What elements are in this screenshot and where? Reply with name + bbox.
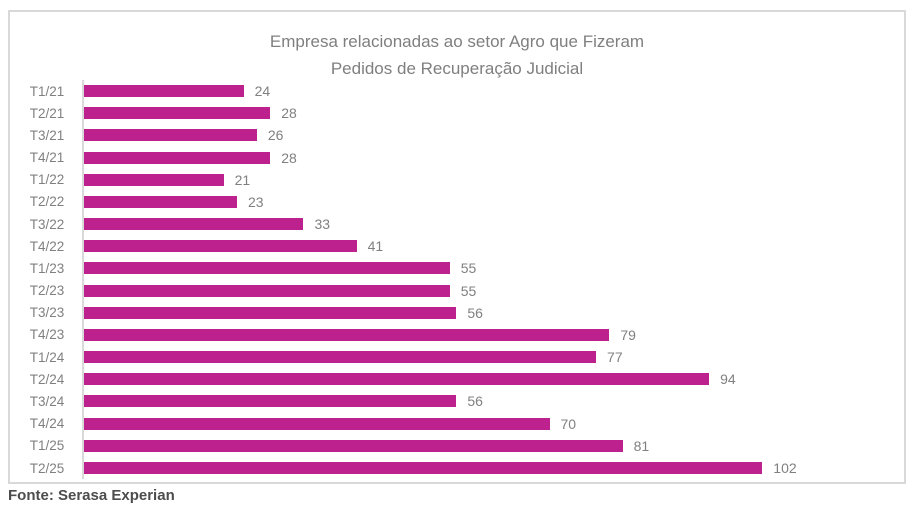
bar-row: T2/25 102 (10, 457, 904, 479)
plot-area: T1/21 24 T2/21 28 T3/21 26 T4/21 28 T1/22 21 T2/22… (10, 80, 904, 479)
chart-box: Empresa relacionadas ao setor Agro que F… (8, 10, 906, 484)
bar-track: 81 (84, 435, 882, 457)
bar-row: T4/21 28 (10, 147, 904, 169)
bar (84, 262, 450, 275)
bar (84, 284, 450, 297)
value-label: 79 (620, 326, 636, 343)
bar-track: 28 (84, 102, 882, 124)
bar (84, 462, 763, 474)
category-label: T1/22 (29, 172, 65, 188)
bar (84, 373, 710, 386)
bar (84, 439, 623, 452)
category-label: T1/24 (29, 349, 65, 365)
bar-track: 70 (84, 413, 882, 435)
value-label: 33 (314, 216, 331, 233)
bar-track: 56 (84, 390, 882, 412)
category-label: T1/25 (29, 438, 65, 454)
value-label: 21 (234, 171, 251, 188)
value-label: 55 (460, 260, 477, 277)
bar (84, 417, 550, 430)
bar (84, 351, 597, 364)
value-label: 26 (267, 127, 284, 144)
category-label: T2/22 (29, 194, 65, 210)
bar-track: 24 (84, 80, 882, 102)
category-label: T4/22 (29, 238, 65, 254)
bar (84, 218, 304, 231)
category-label: T4/21 (29, 150, 65, 166)
bar (84, 173, 224, 186)
value-label: 94 (720, 371, 736, 388)
source-note: Fonte: Serasa Experian (8, 487, 175, 504)
bar (84, 85, 244, 98)
bar-track: 41 (84, 235, 882, 257)
bar-row: T3/23 56 (10, 302, 904, 324)
category-label: T2/21 (29, 105, 65, 121)
chart-title-line-1: Empresa relacionadas ao setor Agro que F… (269, 32, 645, 51)
bar (84, 129, 257, 142)
bar-row: T3/22 33 (10, 213, 904, 235)
bar-row: T2/23 55 (10, 280, 904, 302)
bar-track: 79 (84, 324, 882, 346)
category-label: T2/25 (29, 460, 65, 476)
category-label: T4/23 (29, 327, 65, 343)
value-label: 56 (467, 304, 483, 321)
category-label: T2/24 (29, 371, 65, 387)
category-label: T3/24 (29, 393, 65, 409)
bar (84, 240, 357, 253)
bar-row: T1/21 24 (10, 80, 904, 102)
value-label: 77 (607, 349, 623, 366)
value-label: 81 (633, 437, 650, 454)
value-label: 55 (460, 282, 477, 299)
category-label: T3/21 (29, 127, 65, 143)
bar-track: 77 (84, 346, 882, 368)
value-label: 41 (367, 238, 384, 255)
bar-track: 55 (84, 257, 882, 279)
category-label: T2/23 (29, 283, 65, 299)
value-label: 24 (254, 83, 271, 100)
bar-row: T3/24 56 (10, 390, 904, 412)
bar (84, 195, 237, 208)
bar (84, 395, 457, 408)
chart-title-line-2: Pedidos de Recuperação Judicial (330, 59, 584, 78)
bar-row: T4/24 70 (10, 413, 904, 435)
bar-row: T1/25 81 (10, 435, 904, 457)
bar-track: 94 (84, 368, 882, 390)
bar (84, 306, 457, 319)
chart-title: Empresa relacionadas ao setor Agro que F… (10, 12, 904, 82)
bar-track: 102 (84, 457, 882, 479)
value-label: 23 (247, 193, 264, 210)
bar-row: T1/22 21 (10, 169, 904, 191)
category-label: T3/22 (29, 216, 65, 232)
category-label: T1/21 (29, 83, 65, 99)
value-label: 28 (281, 149, 297, 166)
bar-track: 21 (84, 169, 882, 191)
bar-track: 56 (84, 302, 882, 324)
value-label: 102 (773, 460, 797, 476)
y-axis-line (82, 80, 84, 479)
bar-row: T2/24 94 (10, 368, 904, 390)
value-label: 28 (281, 105, 297, 122)
bar-row: T2/21 28 (10, 102, 904, 124)
value-label: 70 (560, 415, 577, 432)
bar-track: 23 (84, 191, 882, 213)
bar-track: 55 (84, 280, 882, 302)
category-label: T4/24 (29, 416, 65, 432)
bar-row: T2/22 23 (10, 191, 904, 213)
bar-row: T1/23 55 (10, 257, 904, 279)
bar-row: T4/23 79 (10, 324, 904, 346)
bar-rows: T1/21 24 T2/21 28 T3/21 26 T4/21 28 T1/22 21 T2/22… (10, 80, 904, 479)
value-label: 56 (467, 393, 483, 410)
bar (84, 151, 271, 164)
bar-track: 28 (84, 147, 882, 169)
bar-track: 26 (84, 124, 882, 146)
bar (84, 107, 271, 120)
bar (84, 328, 610, 341)
category-label: T3/23 (29, 305, 65, 321)
bar-row: T3/21 26 (10, 124, 904, 146)
bar-row: T4/22 41 (10, 235, 904, 257)
bar-row: T1/24 77 (10, 346, 904, 368)
bar-track: 33 (84, 213, 882, 235)
category-label: T1/23 (29, 260, 65, 276)
